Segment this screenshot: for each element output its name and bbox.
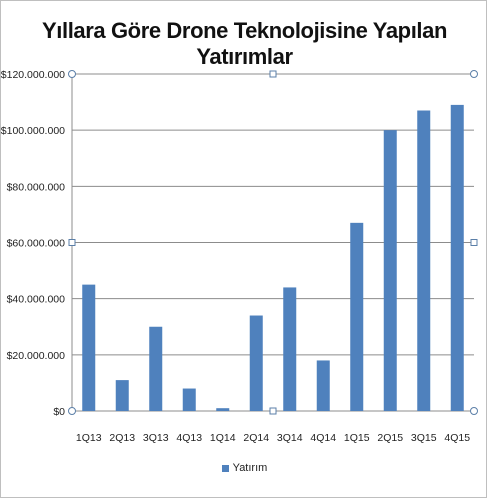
- y-tick-label: $120.000.000: [1, 69, 65, 81]
- x-tick-label: 1Q13: [76, 432, 102, 444]
- resize-handle[interactable]: [470, 70, 478, 78]
- bar[interactable]: [417, 110, 431, 411]
- resize-handle[interactable]: [470, 239, 478, 246]
- gridlines: [71, 73, 474, 412]
- y-tick-label: $60.000.000: [7, 238, 66, 250]
- x-tick-label: 3Q14: [277, 432, 303, 444]
- resize-handle[interactable]: [68, 70, 76, 78]
- bar[interactable]: [182, 388, 196, 411]
- chart-title: Yıllara Göre Drone Teknolojisine Yapılan…: [42, 18, 447, 69]
- bar[interactable]: [450, 104, 464, 412]
- selection-handles: [68, 70, 478, 415]
- y-tick-label: $100.000.000: [1, 125, 65, 137]
- x-tick-label: 3Q15: [411, 432, 437, 444]
- x-tick-label: 3Q13: [143, 432, 169, 444]
- bar[interactable]: [283, 287, 297, 411]
- legend-swatch: [221, 464, 229, 472]
- bar[interactable]: [82, 284, 96, 411]
- bar[interactable]: [350, 222, 364, 411]
- y-tick-label: $40.000.000: [7, 294, 66, 306]
- bar[interactable]: [216, 408, 230, 411]
- x-tick-label: 2Q15: [377, 432, 403, 444]
- bar-series: [82, 104, 464, 412]
- bar[interactable]: [249, 315, 263, 411]
- bar[interactable]: [383, 130, 397, 411]
- resize-handle[interactable]: [470, 407, 478, 415]
- x-tick-label: 1Q14: [210, 432, 236, 444]
- legend: Yatırım: [0, 462, 489, 474]
- y-tick-label: $20.000.000: [7, 350, 66, 362]
- x-axis-tick-labels: 1Q13 2Q13 3Q13 4Q13 1Q14 2Q14 3Q14 4Q14 1Q15 2Q15…: [76, 432, 470, 444]
- y-axis-tick-labels: $0 $20.000.000 $40.000.000 $60.000.000 $80.0…: [1, 69, 65, 418]
- x-tick-label: 2Q13: [109, 432, 135, 444]
- bar[interactable]: [316, 360, 330, 411]
- x-tick-label: 1Q15: [344, 432, 370, 444]
- x-tick-label: 4Q13: [176, 432, 202, 444]
- bar[interactable]: [149, 326, 163, 411]
- x-tick-label: 4Q15: [444, 432, 470, 444]
- resize-handle[interactable]: [68, 407, 76, 415]
- resize-handle[interactable]: [269, 70, 277, 78]
- y-tick-label: $80.000.000: [7, 181, 66, 193]
- resize-handle[interactable]: [68, 239, 76, 246]
- resize-handle[interactable]: [269, 407, 277, 415]
- legend-label: Yatırım: [232, 462, 268, 474]
- y-tick-label: $0: [53, 406, 65, 418]
- bar[interactable]: [115, 380, 129, 411]
- x-tick-label: 4Q14: [310, 432, 336, 444]
- x-tick-label: 2Q14: [243, 432, 269, 444]
